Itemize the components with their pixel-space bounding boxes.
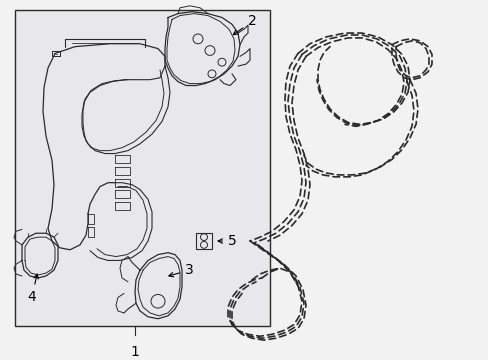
Text: 3: 3 (168, 263, 193, 277)
Bar (15, 10, 269, 325)
Text: 2: 2 (233, 14, 256, 35)
Text: 4: 4 (27, 274, 38, 303)
Text: 1: 1 (130, 345, 139, 359)
Text: 5: 5 (218, 234, 236, 248)
